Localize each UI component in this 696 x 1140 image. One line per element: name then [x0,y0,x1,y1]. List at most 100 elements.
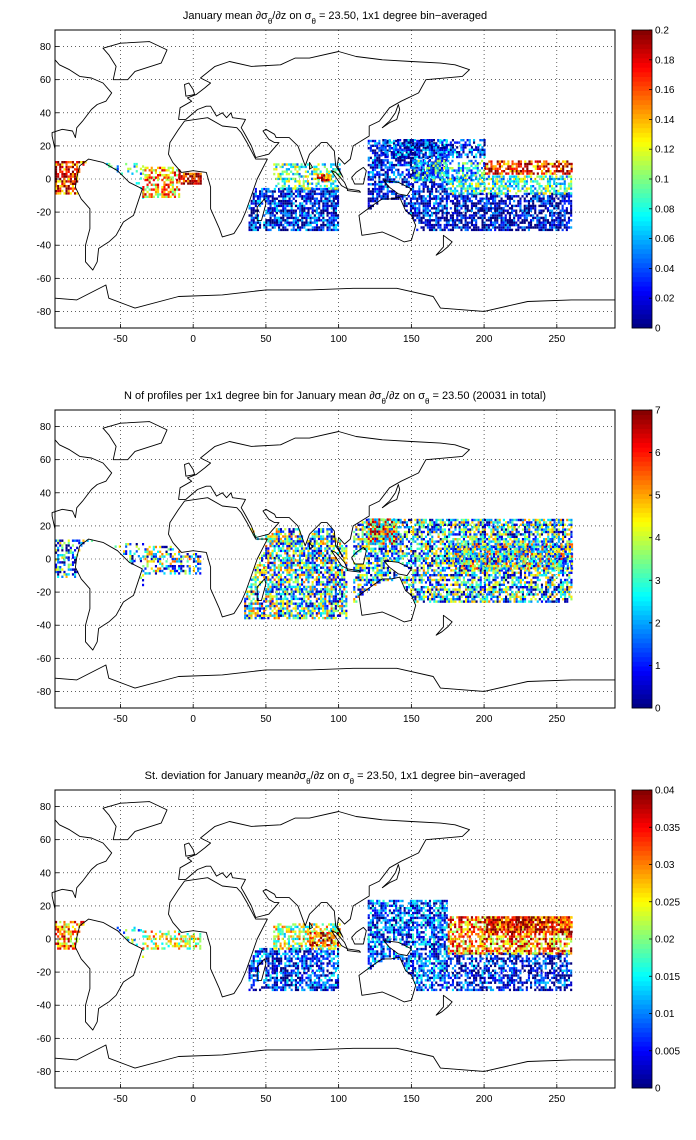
data-cell [397,163,400,167]
data-cell [540,177,543,181]
data-cell [420,149,423,152]
data-cell [431,180,434,184]
data-cell [152,178,155,182]
data-cell [441,187,444,191]
data-cell [282,209,285,212]
data-cell [150,195,153,198]
data-cell [426,171,429,175]
data-cell [116,167,119,171]
data-cell [441,156,444,160]
data-cell [546,202,550,205]
data-cell [504,199,507,203]
data-cell [269,600,272,603]
data-cell [157,550,160,553]
data-cell [294,199,298,203]
data-cell [334,211,338,215]
data-cell [479,209,482,212]
data-cell [332,182,335,185]
data-cell [440,176,444,179]
data-cell [439,197,442,200]
data-cell [545,172,548,175]
data-cell [443,143,446,147]
data-cell [254,204,257,208]
data-cell [330,184,333,188]
data-cell [176,557,179,561]
data-cell [288,600,291,603]
data-cell [475,223,478,227]
data-cell [458,182,461,185]
data-cell [252,216,255,220]
data-cell [279,612,283,615]
data-cell [280,223,283,227]
data-cell [265,614,268,617]
data-cell [150,560,153,563]
data-cell [301,537,304,541]
data-cell [369,183,372,186]
data-cell [500,209,503,212]
data-cell [455,179,458,182]
data-cell [561,175,564,178]
data-cell [407,141,410,144]
data-cell [320,187,323,191]
data-cell [470,171,473,175]
data-cell [123,552,126,555]
data-cell [328,199,331,203]
data-cell [458,221,461,224]
data-cell [273,226,276,229]
data-cell [511,204,514,208]
data-cell [447,228,450,232]
data-cell [65,168,68,171]
data-cell [437,197,440,200]
data-cell [426,163,429,167]
data-cell [154,171,158,174]
data-cell [311,172,314,176]
data-cell [271,219,274,222]
data-cell [315,170,318,173]
data-cell [313,568,316,572]
data-cell [498,175,501,178]
data-cell [563,192,566,195]
data-cell [309,202,312,205]
data-cell [300,165,303,169]
data-cell [269,592,272,596]
data-cell [424,219,427,222]
data-cell [424,159,427,163]
data-cell [489,219,493,222]
data-cell [311,583,314,586]
data-cell [449,216,452,220]
data-cell [286,600,289,603]
data-cell [559,199,562,203]
data-cell [315,219,319,222]
data-cell [59,192,62,195]
data-cell [451,176,454,179]
data-cell [326,207,329,210]
data-cell [416,153,419,156]
data-cell [286,547,289,550]
data-cell [298,561,302,565]
data-cell [284,221,287,224]
data-cell [449,141,452,144]
data-cell [456,155,459,159]
data-cell [393,166,396,169]
data-cell [294,573,297,577]
data-cell [435,183,438,186]
data-cell [439,192,442,196]
data-cell [395,163,398,167]
data-cell [301,221,304,224]
data-cell [534,187,537,190]
data-cell [527,214,531,217]
data-cell [71,161,75,164]
data-cell [330,600,333,603]
data-cell [71,173,75,176]
data-cell [313,571,316,574]
data-cell [382,180,385,184]
data-cell [269,573,272,577]
data-cell [305,564,308,567]
data-cell [275,576,278,579]
data-cell [258,573,262,577]
data-cell [288,573,291,577]
data-cell [290,612,293,615]
data-cell [399,175,402,179]
data-cell [135,543,138,546]
data-cell [317,597,321,601]
